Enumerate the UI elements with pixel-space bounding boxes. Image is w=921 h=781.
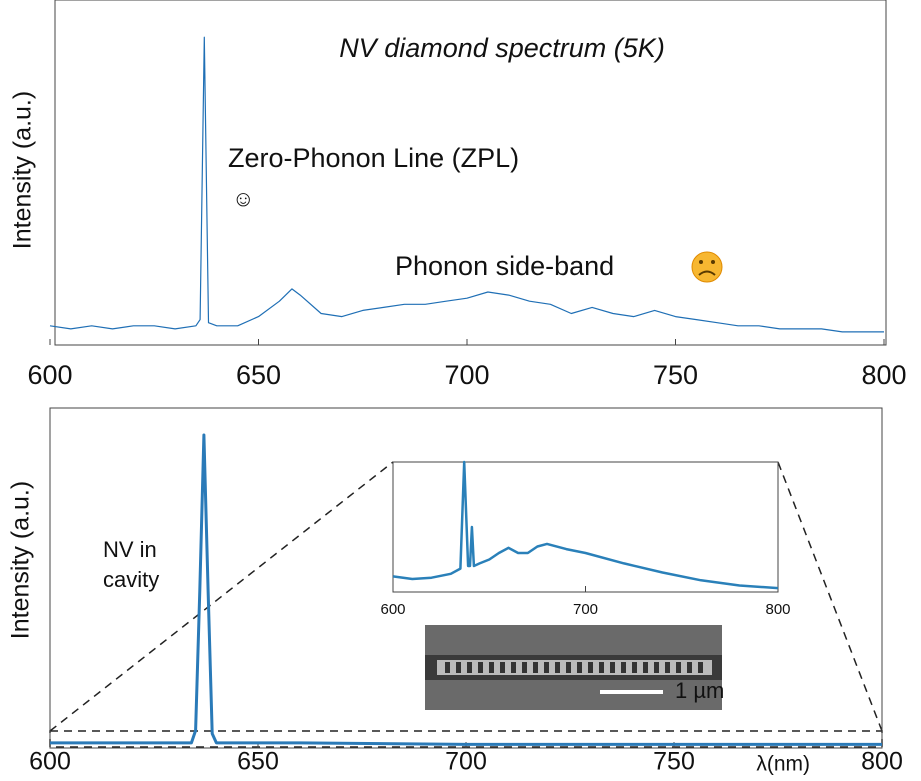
- annotation: NV in: [103, 537, 157, 562]
- chart-title: NV diamond spectrum (5K): [339, 33, 665, 63]
- plot-frame: [54, 0, 887, 346]
- x-tick-label: 600: [27, 360, 72, 390]
- x-axis-label: λ(nm): [756, 753, 810, 776]
- annotation: cavity: [103, 567, 159, 592]
- sem-hole: [588, 662, 593, 673]
- sem-hole: [478, 662, 483, 673]
- sem-hole: [577, 662, 582, 673]
- sad-emoji: [691, 251, 723, 283]
- x-tick-label: 800: [861, 748, 903, 776]
- sem-hole: [654, 662, 659, 673]
- sem-hole: [500, 662, 505, 673]
- x-tick-label: 600: [29, 748, 71, 776]
- sem-hole: [489, 662, 494, 673]
- sem-hole: [676, 662, 681, 673]
- x-tick-label: 600: [380, 601, 405, 618]
- x-tick-label: 700: [445, 748, 487, 776]
- scale-bar-label: 1 µm: [675, 678, 724, 703]
- x-tick-label: 700: [444, 360, 489, 390]
- sem-hole: [610, 662, 615, 673]
- sem-hole: [511, 662, 516, 673]
- sem-hole: [467, 662, 472, 673]
- annotation: Zero-Phonon Line (ZPL): [228, 143, 519, 173]
- x-tick-label: 800: [861, 360, 906, 390]
- sem-hole: [599, 662, 604, 673]
- sem-hole: [456, 662, 461, 673]
- spectrum-line: [392, 460, 779, 590]
- sem-hole: [544, 662, 549, 673]
- sem-hole: [643, 662, 648, 673]
- sem-hole: [566, 662, 571, 673]
- sem-hole: [533, 662, 538, 673]
- sem-hole: [621, 662, 626, 673]
- annotation: Phonon side-band: [395, 251, 614, 281]
- spectrum-line: [49, 36, 884, 333]
- sem-hole: [698, 662, 703, 673]
- x-tick-label: 650: [237, 748, 279, 776]
- y-axis-label: Intensity (a.u.): [9, 91, 37, 249]
- x-tick-label: 750: [653, 748, 695, 776]
- spectrum-line: [50, 433, 882, 746]
- x-tick-label: 650: [236, 360, 281, 390]
- x-tick-label: 800: [765, 601, 790, 618]
- x-tick-label: 750: [653, 360, 698, 390]
- sem-hole: [555, 662, 560, 673]
- sem-hole: [687, 662, 692, 673]
- sem-hole: [632, 662, 637, 673]
- x-tick-label: 700: [573, 601, 598, 618]
- sem-hole: [445, 662, 450, 673]
- sem-image: 1 µm: [425, 625, 724, 710]
- sem-hole: [665, 662, 670, 673]
- annotation: ☺: [232, 186, 254, 211]
- sem-hole: [522, 662, 527, 673]
- y-axis-label: Intensity (a.u.): [7, 481, 35, 639]
